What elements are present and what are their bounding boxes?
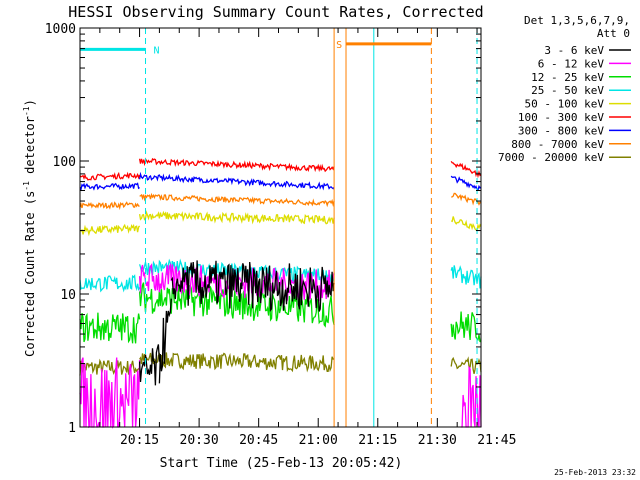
- legend-header-line-1: Det 1,3,5,6,7,9,: [524, 14, 630, 27]
- legend-label-800-7000-kev: 800 - 7000 keV: [511, 138, 604, 151]
- plot-frame: [79, 27, 482, 428]
- y-tick-label-1000: 1000: [45, 22, 76, 37]
- y-axis-label: Corrected Count Rate (s-1 detector-1): [22, 99, 37, 357]
- legend-label-12-25-kev: 12 - 25 keV: [531, 71, 604, 84]
- legend-label-300-800-kev: 300 - 800 keV: [518, 124, 604, 137]
- series-line-12-25-kev-0: [79, 312, 141, 344]
- y-tick-label-10: 10: [60, 288, 76, 303]
- series-line-50-100-kev-0: [79, 223, 141, 237]
- series-line-12-25-kev-2: [450, 311, 482, 343]
- x-tick-label-20:30: 20:30: [180, 433, 219, 448]
- x-tick-label-21:45: 21:45: [477, 433, 516, 448]
- series-line-25-50-kev-2: [450, 265, 482, 289]
- legend-label-100-300-kev: 100 - 300 keV: [518, 111, 604, 124]
- series-line-7000-20000-kev-2: [450, 356, 482, 374]
- x-tick-label-20:15: 20:15: [120, 433, 159, 448]
- series-line-300-800-kev-2: [450, 175, 482, 192]
- timestamp: 25-Feb-2013 23:32: [554, 468, 636, 477]
- legend-label-50-100-kev: 50 - 100 keV: [525, 98, 605, 111]
- legend-header-line-2: Att 0: [597, 27, 630, 40]
- series-line-800-7000-kev-1: [139, 192, 335, 208]
- series-line-6-12-kev-0: [79, 357, 141, 429]
- chart-title: HESSI Observing Summary Count Rates, Cor…: [68, 3, 483, 21]
- series-line-50-100-kev-1: [138, 210, 335, 225]
- series-line-300-800-kev-1: [138, 171, 335, 191]
- y-tick-label-1: 1: [68, 421, 76, 436]
- x-tick-label-20:45: 20:45: [239, 433, 278, 448]
- series-line-100-300-kev-1: [138, 157, 335, 173]
- flag-N-label: N: [153, 45, 159, 56]
- legend-label-6-12-kev: 6 - 12 keV: [538, 57, 605, 70]
- series-line-6-12-kev-1: [138, 262, 335, 302]
- series-line-100-300-kev-2: [450, 160, 482, 179]
- series-line-3-6-kev-2: [170, 267, 188, 300]
- series-line-25-50-kev-0: [79, 274, 141, 293]
- legend-label-25-50-kev: 25 - 50 keV: [531, 84, 604, 97]
- series-line-800-7000-kev-0: [79, 201, 140, 211]
- x-tick-label-21:30: 21:30: [418, 433, 457, 448]
- series-line-3-6-kev-3: [186, 260, 335, 313]
- legend-label-3-6-kev: 3 - 6 keV: [544, 44, 604, 57]
- legend-label-7000-20000-kev: 7000 - 20000 keV: [498, 151, 604, 164]
- series-line-3-6-kev-0: [138, 344, 161, 386]
- series-line-7000-20000-kev-1: [139, 352, 335, 373]
- y-tick-label-100: 100: [53, 155, 76, 170]
- series-line-50-100-kev-2: [450, 216, 482, 231]
- series-line-300-800-kev-0: [79, 182, 140, 192]
- series-line-3-6-kev-1: [158, 298, 172, 384]
- series-line-100-300-kev-0: [79, 171, 141, 181]
- x-tick-label-21:00: 21:00: [299, 433, 338, 448]
- axis-ticks: 1 10 100 1000 20:15 20:30 20:45 21:00 21:15 21:30…: [45, 22, 517, 448]
- plot-area: NS: [79, 28, 482, 429]
- flag-S-label: S: [336, 40, 342, 51]
- series-line-800-7000-kev-2: [451, 192, 482, 206]
- x-axis-label: Start Time (25-Feb-13 20:05:42): [160, 456, 403, 471]
- series-line-6-12-kev-2: [461, 365, 482, 428]
- x-tick-label-21:15: 21:15: [358, 433, 397, 448]
